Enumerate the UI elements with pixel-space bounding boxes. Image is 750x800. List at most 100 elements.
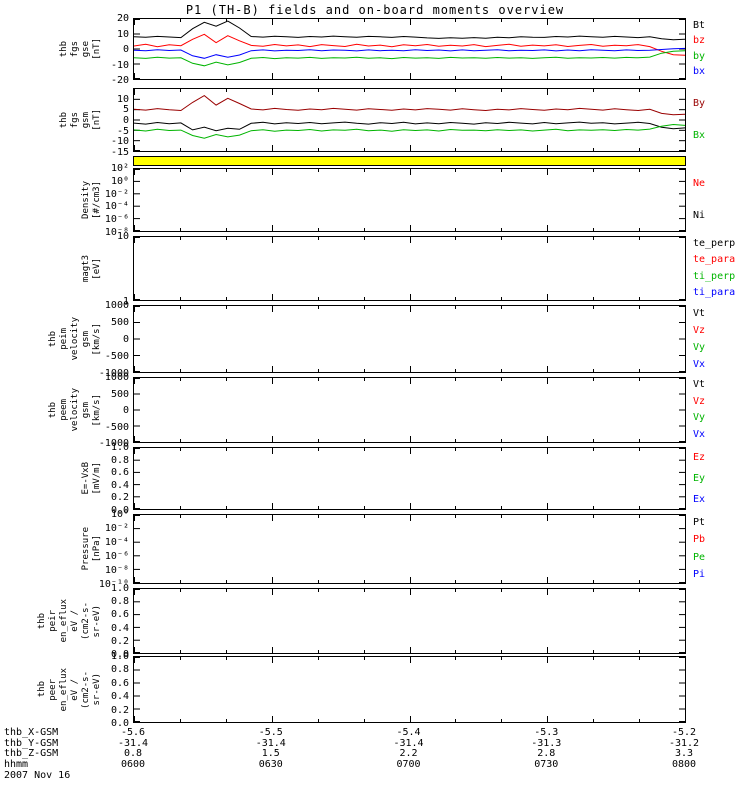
ylabel-line: peim [59,328,69,350]
ylabel-line: gse [81,40,91,58]
panel-flag-bar [133,156,686,166]
legend-label-Ne: Ne [693,178,706,189]
ytick-label: 1.0 [110,651,129,662]
xtick-value: 3.3 [674,748,694,759]
legend-label-Ex: Ex [693,493,706,505]
ylabel-peir-eflux: thb peir en_eflux eV / (cm2-s-sr-eV) [24,588,102,654]
legend-label-bx: bx [693,66,706,78]
ytick-label: 0.2 [110,635,129,647]
ylabel-line: eV / [70,678,80,701]
series-Bt [134,20,685,41]
ylabel-line: (cm2-s- [81,602,91,640]
legend-fgs-gsm: By Bx [693,88,749,152]
ylabel-line: gsm [81,330,91,348]
legend-label-bz: bz [693,35,706,47]
ytick-label: 20 [116,13,129,24]
legend-label-te_para: te_para [693,254,736,266]
ytick-label: 10⁻⁴ [104,537,129,548]
ytick-label: 0.6 [110,677,129,689]
series-Bt [134,121,685,132]
ylabel-line: gsm [81,111,91,129]
legend-label-By: By [693,98,706,109]
ylabel-line: Density [81,181,91,219]
ylabel-peim-velocity: thb peim velocity gsm [km/s] [24,305,102,373]
ylabel-line: [#/cm3] [92,181,102,219]
ytick-label: 10 [116,231,129,242]
ylabel-line: [km/s] [92,393,102,427]
ytick-label: -10 [110,136,129,148]
ytick-label: -500 [104,421,129,433]
xtick-value: 2.8 [537,748,556,759]
xtick-value: 0600 [120,758,146,770]
xtick-value: -31.3 [531,737,562,749]
ytick-label: 500 [110,388,129,400]
legend-e-vxb: Ez Ey Ex [693,447,749,510]
xtick-value: 2.2 [399,748,418,759]
axis-row-name-thb_X-GSM: thb_X-GSM [4,727,59,738]
series-by [134,50,685,67]
panel-canvas-magt3 [134,237,685,300]
legend-label-Pt: Pt [693,516,706,528]
ytick-label: 10⁰ [110,175,129,187]
ytick-label: 0 [122,405,129,416]
ylabel-line: [km/s] [92,322,102,356]
legend-magt3: te_perp te_para ti_perp ti_para [693,236,749,301]
axis-row-name-thb_Z-GSM: thb_Z-GSM [4,748,59,759]
ytick-label: 0 [122,44,129,55]
legend-label-Pb: Pb [693,534,706,546]
ylabel-line: fgs [70,40,80,58]
ylabel-line: Pressure [81,527,91,571]
ytick-label: 0.8 [110,596,129,608]
panel-canvas-peir-eflux [134,589,685,653]
plot-title: P1 (TH-B) fields and on-board moments ov… [185,3,565,17]
legend-label-Vx: Vx [693,358,706,370]
legend-peim-velocity: Vt Vz Vy Vx [693,305,749,373]
legend-label-by: by [693,50,706,62]
ylabel-line: sr-eV) [92,673,102,706]
ytick-label: -5 [116,125,129,137]
ylabel-line: thb [48,330,58,348]
axis-row-name-hhmm: hhmm [4,758,29,770]
xtick-value: 0700 [396,758,421,770]
ytick-label: 0.8 [110,454,129,466]
legend-label-Vz: Vz [693,395,706,407]
series-bz [134,33,685,56]
ylabel-line: thb [37,681,47,698]
xtick-value: 1.5 [261,748,280,759]
ytick-label: 0.0 [110,718,129,729]
ytick-label: 5 [122,104,129,116]
ylabel-line: magt3 [81,254,91,283]
xtick-value: 0630 [258,758,283,770]
ytick-label: 0.4 [110,479,129,491]
ylabel-fgs-gsm: thb fgs gsm [nT] [24,88,102,152]
ytick-label: 500 [110,317,129,328]
xtick-value: 0730 [534,758,559,770]
ylabel-line: [nPa] [92,535,102,563]
ytick-label: 0.4 [110,691,129,703]
ytick-label: 0.2 [110,704,129,716]
ytick-label: 0.0 [110,649,129,660]
ylabel-line: en_eflux [59,599,69,643]
ylabel-line: [mV/m] [92,462,102,495]
ylabel-line: thb [37,612,47,630]
ytick-label: 10 [116,93,129,105]
panel-fgs-gsm [133,88,686,152]
ytick-label: -1000 [98,438,129,449]
ylabel-line: thb [59,40,69,58]
ylabel-fgs-gse: thb fgs gse [nT] [24,18,102,80]
ylabel-line: eV / [70,610,80,632]
ylabel-line: fgs [70,111,80,129]
ylabel-line: peem [59,399,69,421]
panel-density [133,168,686,232]
ylabel-line: [nT] [92,38,102,60]
ylabel-line: thb [59,111,69,129]
ytick-label: 10⁻² [104,523,129,534]
ylabel-line: sr-eV) [92,604,102,638]
legend-label-Bt: Bt [693,19,706,31]
ytick-label: -10 [110,59,129,71]
panel-canvas-pressure [134,515,685,583]
ylabel-line: E=-VxB [81,462,91,495]
legend-label-Pe: Pe [693,551,706,563]
legend-density: Ne Ni [693,168,749,232]
legend-label-Vt: Vt [693,307,706,319]
